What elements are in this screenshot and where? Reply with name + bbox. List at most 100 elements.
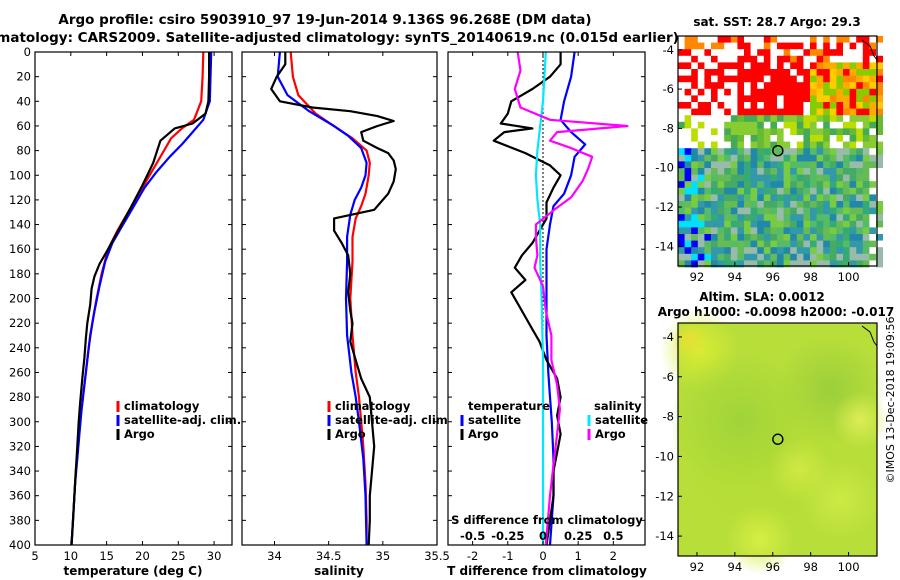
sst-cell [862, 187, 870, 195]
sst-cell [810, 253, 817, 261]
sst-cell [803, 240, 811, 248]
sst-cell [757, 168, 765, 175]
sst-cell [796, 128, 804, 136]
sst-cell [803, 207, 811, 215]
sst-cell [697, 102, 705, 109]
sst-cell [869, 42, 877, 50]
sst-cell [737, 161, 745, 169]
imos-credit: ©IMOS 13-Dec-2018 19:09:56 [884, 317, 897, 484]
sst-cell [803, 108, 811, 116]
sst-cell [691, 55, 699, 63]
sst-cell [836, 62, 844, 70]
sst-cell [836, 69, 844, 76]
sst-cell [691, 148, 699, 156]
sst-cell [876, 168, 883, 175]
sst-cell [823, 174, 831, 182]
sst-cell [816, 95, 824, 103]
sst-cell [730, 88, 738, 96]
sst-cell [763, 102, 771, 109]
sst-cell [770, 141, 778, 149]
sst-cell [810, 240, 817, 248]
sst-cell [803, 174, 811, 182]
sst-cell [836, 247, 844, 255]
sst-cell [862, 253, 870, 261]
sst-cell [796, 82, 804, 90]
sst-cell [849, 214, 857, 222]
sst-cell [711, 181, 718, 189]
sst-cell [744, 49, 751, 57]
sst-cell [862, 36, 870, 43]
sst-cell [717, 141, 725, 149]
sst-cell [750, 115, 758, 123]
sst-cell [783, 187, 791, 195]
sst-cell [869, 253, 877, 261]
depth-tick-label: 100 [9, 168, 31, 182]
sst-cell [803, 121, 811, 129]
sst-cell [737, 154, 745, 162]
sst-cell [717, 181, 725, 189]
depth-tick-label: 260 [9, 365, 31, 379]
sst-cell [744, 240, 751, 248]
sst-cell [823, 234, 831, 241]
x-tick-label: 10 [63, 549, 78, 563]
sst-cell [730, 234, 738, 241]
sst-cell [697, 247, 705, 255]
sst-cell [810, 42, 817, 50]
sst-cell [777, 194, 784, 202]
sst-cell [711, 260, 718, 268]
sst-cell [790, 181, 798, 189]
sst-cell [777, 75, 784, 83]
map-y-tick-label: -6 [663, 82, 674, 96]
depth-tick-label: 240 [9, 341, 31, 355]
sst-cell [730, 141, 738, 149]
sst-cell [849, 55, 857, 63]
sst-cell [757, 220, 765, 228]
s-axis-title: S difference from climatology [451, 513, 643, 527]
sst-cell [744, 207, 751, 215]
sst-cell [763, 220, 771, 228]
sst-cell [737, 121, 745, 129]
sst-cell [691, 227, 699, 235]
sst-cell [711, 141, 718, 149]
sst-cell [678, 55, 685, 63]
sst-cell [849, 108, 857, 116]
sst-cell [704, 207, 712, 215]
sst-cell [697, 234, 705, 241]
legend-s-satellite-label: satellite [595, 413, 648, 427]
sst-cell [862, 214, 870, 222]
sst-cell [744, 102, 751, 109]
sst-cell [862, 82, 870, 90]
sst-cell [876, 55, 883, 63]
sst-cell [803, 194, 811, 202]
map-y-tick-label: -4 [663, 43, 674, 57]
sst-cell [770, 154, 778, 162]
sst-cell [678, 88, 685, 96]
sst-cell [691, 214, 699, 222]
sst-cell [730, 240, 738, 248]
sst-cell [717, 227, 725, 235]
sst-cell [737, 42, 745, 50]
sst-cell [770, 260, 778, 268]
legend-temperature-title: temperature [468, 399, 550, 413]
sst-cell [744, 187, 751, 195]
sst-cell [823, 36, 831, 43]
sst-cell [737, 102, 745, 109]
sst-cell [810, 227, 817, 235]
sst-cell [849, 102, 857, 109]
sst-cell [691, 201, 699, 208]
sst-cell [777, 121, 784, 129]
sst-cell [750, 95, 758, 103]
sst-cell [744, 247, 751, 255]
sst-cell [730, 220, 738, 228]
sst-cell [856, 187, 864, 195]
sst-cell [724, 102, 732, 109]
sst-cell [744, 234, 751, 241]
sst-cell [730, 115, 738, 123]
sst-cell [678, 207, 685, 215]
sst-cell [876, 115, 883, 123]
sst-cell [763, 214, 771, 222]
sst-cell [750, 55, 758, 63]
sst-cell [796, 108, 804, 116]
sst-cell [777, 247, 784, 255]
sst-cell [829, 194, 837, 202]
